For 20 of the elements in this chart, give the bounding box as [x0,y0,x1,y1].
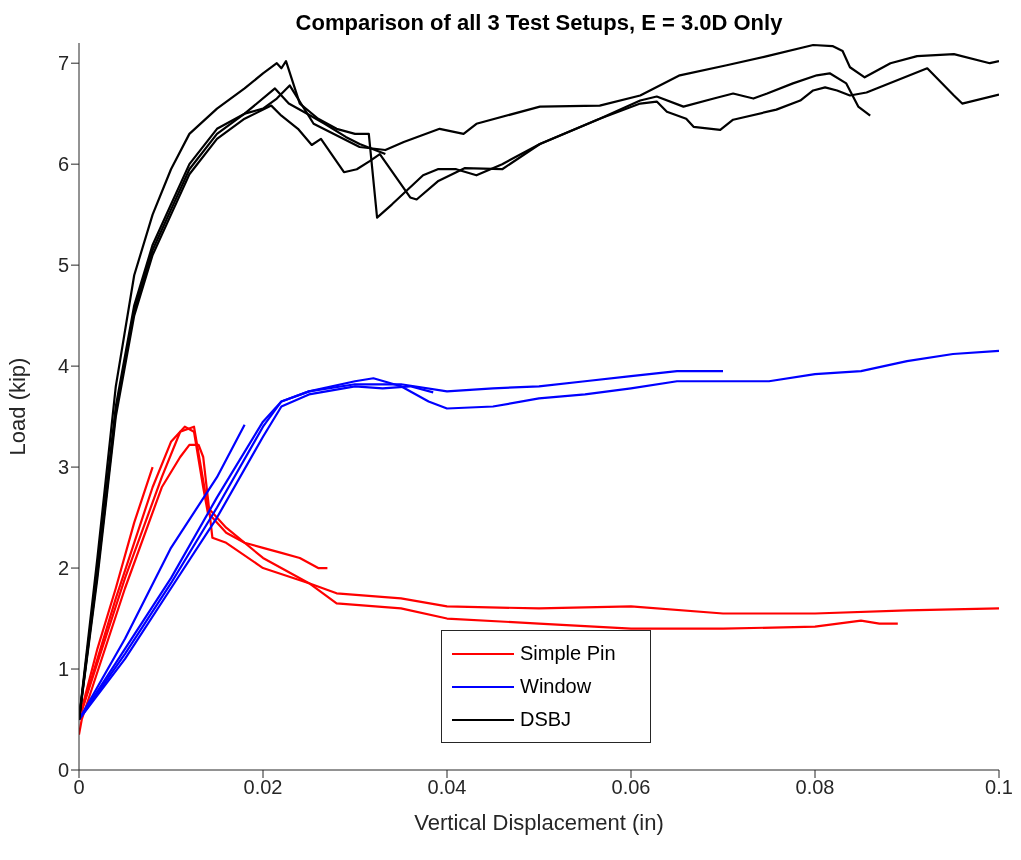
x-tick-label: 0.1 [985,776,1013,799]
x-tick-label: 0.08 [795,776,835,799]
y-tick-label: 6 [57,153,69,176]
x-axis-title: Vertical Displacement (in) [414,810,664,835]
legend-label: Window [520,675,592,698]
legend-label: Simple Pin [520,642,616,665]
y-tick-label: 1 [57,658,69,681]
chart-title: Comparison of all 3 Test Setups, E = 3.0D Only [294,10,784,36]
y-tick-label: 0 [57,759,69,782]
legend-label: DSBJ [520,708,572,731]
y-tick-label: 4 [57,355,69,378]
y-tick-label: 3 [57,456,69,479]
x-tick-label: 0.06 [611,776,651,799]
y-tick-label: 7 [57,52,69,75]
x-tick-label: 0.02 [243,776,283,799]
x-tick-label: 0.04 [427,776,467,799]
y-tick-label: 5 [57,254,69,277]
x-tick-label: 0 [73,776,85,799]
y-tick-label: 2 [57,557,69,580]
y-axis-title: Load (kip) [4,357,30,456]
